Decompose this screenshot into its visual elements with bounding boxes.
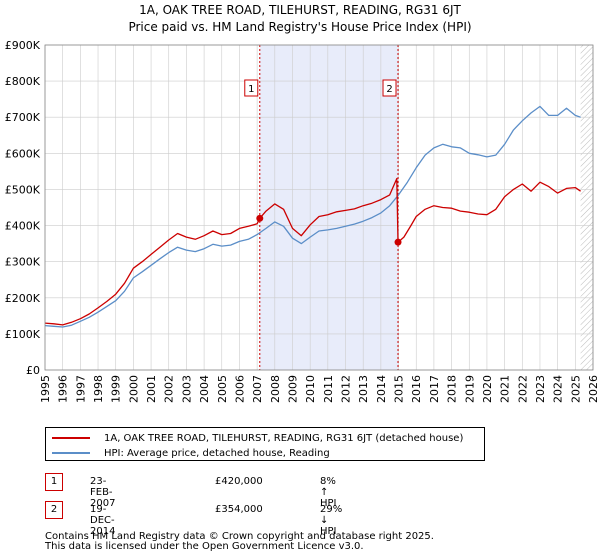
- transaction-price: £420,000: [215, 476, 263, 487]
- x-tick-label: 2024: [552, 375, 565, 403]
- sale-number-box: [382, 79, 397, 97]
- chart-title-line2: Price paid vs. HM Land Registry's House …: [128, 20, 472, 34]
- transaction-date: 19-DEC-2014: [90, 504, 116, 537]
- transaction-hpi-diff: 29% ↓ HPI: [320, 504, 343, 537]
- sale-number-label: 1: [248, 84, 254, 95]
- x-tick-label: 2011: [322, 375, 335, 403]
- x-tick-label: 2025: [569, 375, 582, 403]
- x-tick-label: 2006: [233, 375, 246, 403]
- hpi-line: [44, 105, 581, 328]
- x-tick-label: 2002: [163, 375, 176, 403]
- sale-point: [394, 238, 402, 246]
- legend-sale-label: 1A, OAK TREE ROAD, TILEHURST, READING, R…: [104, 432, 464, 444]
- x-tick-label: 1995: [39, 375, 52, 403]
- x-tick-label: 2000: [127, 375, 140, 403]
- price-chart: £0 £100K £200K £300K £400K £500K £600K £700K £80…: [5, 39, 600, 403]
- x-tick-label: 1998: [92, 375, 105, 403]
- chart-title: 1A, OAK TREE ROAD, TILEHURST, READING, R…: [0, 2, 600, 36]
- y-tick-label: £900K: [5, 39, 41, 52]
- x-tick-label: 2004: [198, 375, 211, 403]
- y-tick-label: £800K: [5, 75, 41, 88]
- sale-number-box: [244, 79, 259, 97]
- ownership-span: [259, 45, 399, 370]
- y-tick-label: £0: [26, 364, 40, 377]
- footer-line2: This data is licensed under the Open Gov…: [45, 541, 364, 552]
- x-tick-label: 2005: [216, 375, 229, 403]
- footer-line1: Contains HM Land Registry data © Crown c…: [45, 531, 434, 542]
- transaction-badge: 2: [45, 501, 63, 519]
- forecast-hatch: [580, 45, 593, 370]
- x-tick-label: 1997: [74, 375, 87, 403]
- x-tick-label: 2022: [516, 375, 529, 403]
- plot-border: [44, 44, 594, 371]
- x-tick-label: 2012: [340, 375, 353, 403]
- x-tick-label: 2019: [463, 375, 476, 403]
- x-tick-label: 2010: [304, 375, 317, 403]
- x-tick-label: 1996: [57, 375, 70, 403]
- x-tick-label: 2021: [499, 375, 512, 403]
- chart-legend: 1A, OAK TREE ROAD, TILEHURST, READING, R…: [45, 427, 485, 461]
- sale-point: [256, 214, 264, 222]
- x-tick-label: 2017: [428, 375, 441, 403]
- x-tick-label: 2014: [375, 375, 388, 403]
- footer-attribution: Contains HM Land Registry data © Crown c…: [45, 532, 434, 552]
- x-tick-label: 2008: [269, 375, 282, 403]
- y-tick-label: £600K: [5, 147, 41, 160]
- sale-number-label: 2: [386, 84, 392, 95]
- x-tick-label: 2013: [357, 375, 370, 403]
- x-tick-label: 2007: [251, 375, 264, 403]
- y-tick-label: £300K: [5, 256, 41, 269]
- legend-hpi-label: HPI: Average price, detached house, Read…: [104, 447, 330, 459]
- y-tick-label: £400K: [5, 220, 41, 233]
- y-tick-label: £100K: [5, 328, 41, 341]
- x-tick-label: 2015: [393, 375, 406, 403]
- legend-hpi-swatch: [52, 452, 90, 454]
- x-tick-label: 2001: [145, 375, 158, 403]
- x-tick-label: 2020: [481, 375, 494, 403]
- transaction-badge: 1: [45, 473, 63, 491]
- sale-price-line: [44, 177, 581, 326]
- y-tick-label: £500K: [5, 183, 41, 196]
- legend-sale-swatch: [52, 437, 90, 439]
- x-tick-label: 1999: [110, 375, 123, 403]
- x-tick-label: 2009: [286, 375, 299, 403]
- x-tick-label: 2018: [446, 375, 459, 403]
- x-tick-label: 2023: [534, 375, 547, 403]
- chart-title-line1: 1A, OAK TREE ROAD, TILEHURST, READING, R…: [139, 3, 461, 17]
- legend-item-sale: 1A, OAK TREE ROAD, TILEHURST, READING, R…: [52, 431, 463, 445]
- x-tick-label: 2016: [410, 375, 423, 403]
- transaction-price: £354,000: [215, 504, 263, 515]
- x-tick-label: 2003: [180, 375, 193, 403]
- x-tick-label: 2026: [587, 375, 600, 403]
- legend-item-hpi: HPI: Average price, detached house, Read…: [52, 446, 330, 460]
- y-tick-label: £700K: [5, 111, 41, 124]
- transaction-hpi-diff: 8% ↑ HPI: [320, 476, 337, 509]
- transaction-date: 23-FEB-2007: [90, 476, 116, 509]
- y-tick-label: £200K: [5, 292, 41, 305]
